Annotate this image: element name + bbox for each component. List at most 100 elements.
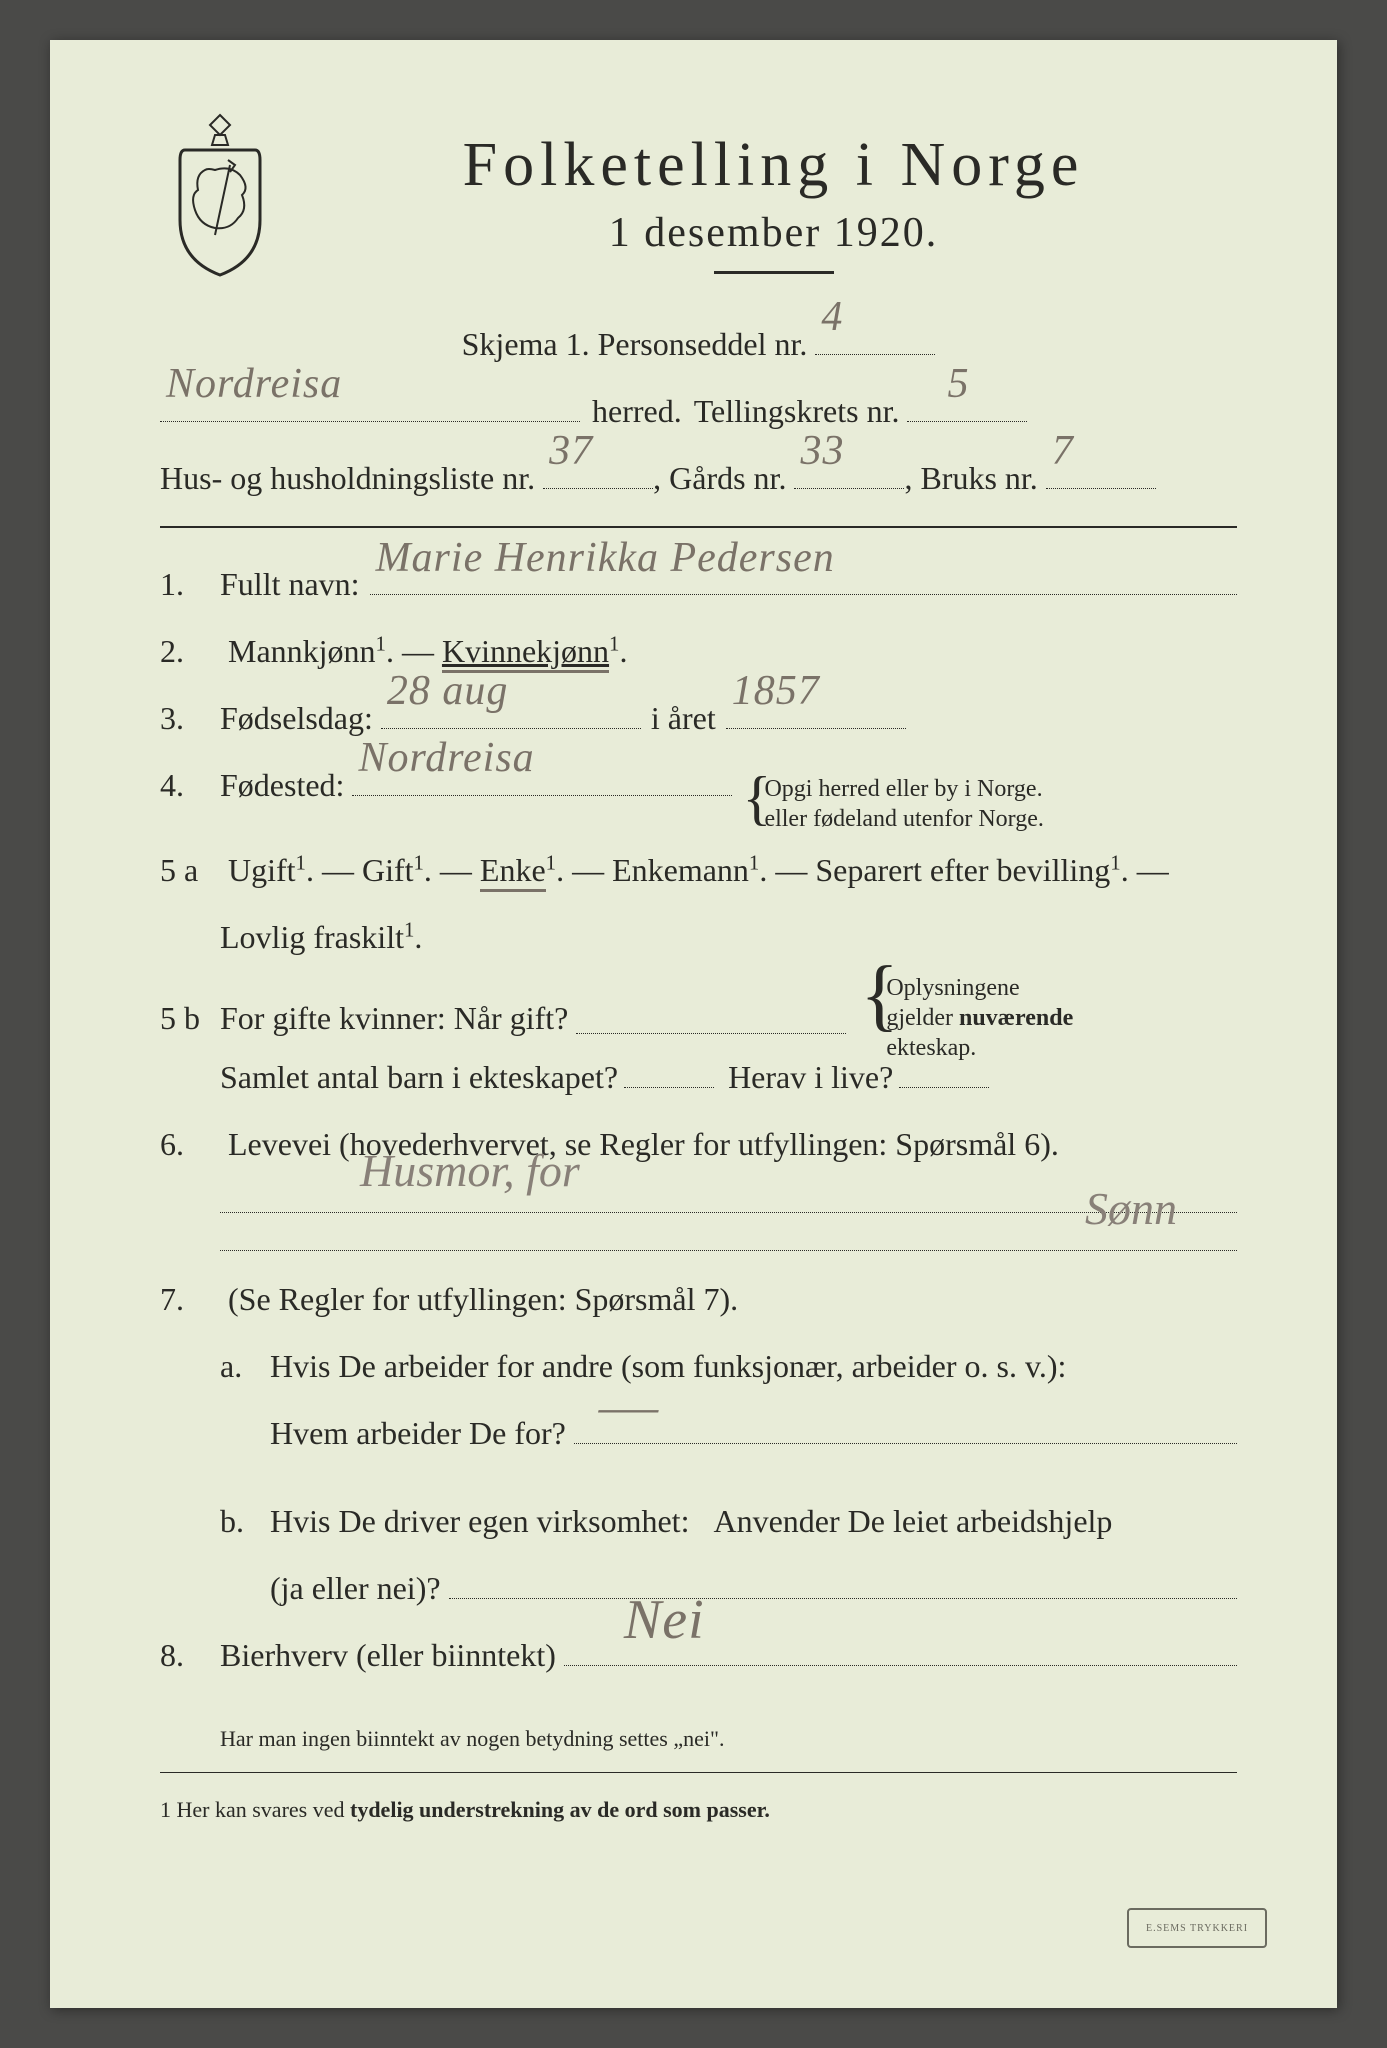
gards-nr-field: 33 — [794, 457, 904, 489]
census-form-page: Folketelling i Norge 1 desember 1920. Sk… — [50, 40, 1337, 2008]
tellingskrets-field: 5 — [907, 390, 1027, 422]
q7a-line-1: a. Hvis De arbeider for andre (som funks… — [160, 1336, 1237, 1397]
q4-value: Nordreisa — [358, 719, 534, 799]
q5b-gift-field — [576, 1002, 846, 1034]
q7b-num: b. — [220, 1491, 262, 1552]
herred-field: Nordreisa — [160, 390, 580, 422]
q7-label: (Se Regler for utfyllingen: Spørsmål 7). — [228, 1281, 738, 1317]
tellingskrets-label: Tellingskrets nr. — [694, 381, 900, 442]
q6-blank-2: Sønn — [220, 1219, 1237, 1251]
q6-num: 6. — [160, 1114, 220, 1175]
q5b-num: 5 b — [160, 988, 220, 1049]
tellingskrets-value: 5 — [947, 345, 969, 425]
q7a-line-2: Hvem arbeider De for? ⸺ — [160, 1403, 1237, 1464]
q7a-num: a. — [220, 1336, 262, 1397]
q8-label: Bierhverv (eller biinntekt) — [220, 1625, 556, 1686]
printer-stamp: E.SEMS TRYKKERI — [1127, 1908, 1267, 1948]
q5b-note-1: Oplysningene — [886, 975, 1019, 1001]
q4-note: Opgi herred eller by i Norge. eller føde… — [742, 774, 1043, 834]
hus-nr-value: 37 — [549, 412, 593, 492]
hus-label: Hus- og husholdningsliste nr. — [160, 448, 535, 509]
q7a-l1: Hvis De arbeider for andre (som funksjon… — [270, 1348, 1066, 1384]
hus-nr-field: 37 — [543, 457, 653, 489]
q4-line: 4. Fødested: Nordreisa Opgi herred eller… — [160, 755, 1237, 834]
q5b-l2b: Herav i live? — [728, 1047, 893, 1108]
q2-line: 2. Mannkjønn1. — Kvinnekjønn1. — [160, 621, 1237, 682]
q3-num: 3. — [160, 688, 220, 749]
q2-male: Mannkjønn — [228, 633, 376, 669]
q4-label: Fødested: — [220, 755, 344, 816]
q5b-live-field — [899, 1056, 989, 1088]
q4-note-1: Opgi herred eller by i Norge. — [764, 776, 1042, 802]
personseddel-nr-value: 4 — [821, 278, 843, 358]
q4-field: Nordreisa — [352, 764, 732, 796]
q1-label: Fullt navn: — [220, 554, 360, 615]
q7-line: 7. (Se Regler for utfyllingen: Spørsmål … — [160, 1269, 1237, 1330]
q6-field-1: Husmor, for — [160, 1181, 1237, 1213]
q5a-opt-4: Separert efter bevilling — [815, 852, 1110, 888]
herred-value: Nordreisa — [166, 345, 342, 425]
form-id-label: Skjema 1. Personseddel nr. — [462, 326, 808, 362]
coat-of-arms-icon — [160, 110, 280, 280]
title-block: Folketelling i Norge 1 desember 1920. — [310, 130, 1237, 304]
q5b-l1: For gifte kvinner: Når gift? — [220, 988, 568, 1049]
q3-line: 3. Fødselsdag: 28 aug i året 1857 — [160, 688, 1237, 749]
gards-nr-value: 33 — [800, 412, 844, 492]
q1-line: 1. Fullt navn: Marie Henrikka Pedersen — [160, 554, 1237, 615]
subtitle: 1 desember 1920. — [310, 209, 1237, 257]
bruks-nr-field: 7 — [1046, 457, 1156, 489]
foot2-pre: 1 Her kan svares ved — [160, 1797, 350, 1822]
q5a-opt-1: Gift — [362, 852, 414, 888]
q1-field: Marie Henrikka Pedersen — [370, 563, 1237, 595]
herred-line: Nordreisa herred. Tellingskrets nr. 5 — [160, 381, 1237, 442]
q7a-field: ⸺ — [574, 1412, 1237, 1444]
q5b-barn-field — [624, 1056, 714, 1088]
q7b-l1b: Anvender De leiet arbeidshjelp — [713, 1503, 1112, 1539]
foot-rule — [160, 1772, 1237, 1773]
q5b-line-2: Samlet antal barn i ekteskapet? Herav i … — [160, 1047, 1237, 1108]
foot2-bold: tydelig understrekning av de ord som pas… — [350, 1797, 770, 1822]
q4-num: 4. — [160, 755, 220, 816]
hus-line: Hus- og husholdningsliste nr. 37 , Gårds… — [160, 448, 1237, 509]
q5b-l2a: Samlet antal barn i ekteskapet? — [220, 1047, 618, 1108]
q7b-line-1: b. Hvis De driver egen virksomhet: Anven… — [160, 1491, 1237, 1552]
herred-label: herred. — [592, 381, 682, 442]
main-title: Folketelling i Norge — [310, 130, 1237, 201]
crest-svg — [160, 110, 280, 280]
bruks-nr-value: 7 — [1052, 412, 1074, 492]
q5a-opt-2: Enke — [480, 852, 546, 892]
q7a-l2: Hvem arbeider De for? — [270, 1403, 566, 1464]
bruks-label: , Bruks nr. — [904, 448, 1037, 509]
q7b-l1a: Hvis De driver egen virksomhet: — [270, 1503, 689, 1539]
q5a-opt-0: Ugift — [228, 852, 296, 888]
q7b-l2: (ja eller nei)? — [270, 1558, 441, 1619]
q3-label: Fødselsdag: — [220, 688, 373, 749]
footnote-1: Har man ingen biinntekt av nogen betydni… — [160, 1726, 1237, 1752]
q5a-line: 5 a Ugift1. — Gift1. — Enke1. — Enkemann… — [160, 840, 1237, 901]
q7a-dash: ⸺ — [594, 1374, 659, 1446]
q4-note-2: eller fødeland utenfor Norge. — [764, 806, 1043, 832]
personseddel-nr-field: 4 — [815, 323, 935, 355]
q5a-opt-5: Lovlig fraskilt — [220, 919, 404, 955]
q8-field: Nei — [564, 1634, 1237, 1666]
q8-line: 8. Bierhverv (eller biinntekt) Nei — [160, 1625, 1237, 1686]
q5b-note-2: gjelder nuværende — [886, 1005, 1073, 1031]
q3-mid: i året — [651, 688, 716, 749]
q6-field-2: Sønn — [160, 1219, 1237, 1251]
q3-year-field: 1857 — [726, 697, 906, 729]
q5a-line-2: Lovlig fraskilt1. — [160, 907, 1237, 968]
q6-value-1: Husmor, for — [360, 1127, 580, 1214]
q8-value: Nei — [624, 1567, 705, 1673]
q7-num: 7. — [160, 1269, 220, 1330]
q6-label: Levevei (hovederhvervet, se Regler for u… — [228, 1126, 1059, 1162]
q3-year-value: 1857 — [732, 652, 820, 732]
q1-num: 1. — [160, 554, 220, 615]
q7b-field — [449, 1567, 1237, 1599]
footnote-2: 1 Her kan svares ved tydelig understrekn… — [160, 1797, 1237, 1823]
title-rule — [714, 271, 834, 274]
header: Folketelling i Norge 1 desember 1920. — [160, 130, 1237, 304]
stamp-text: E.SEMS TRYKKERI — [1146, 1923, 1248, 1934]
q8-num: 8. — [160, 1625, 220, 1686]
q5a-opt-3: Enkemann — [612, 852, 749, 888]
q6-line: 6. Levevei (hovederhvervet, se Regler fo… — [160, 1114, 1237, 1175]
